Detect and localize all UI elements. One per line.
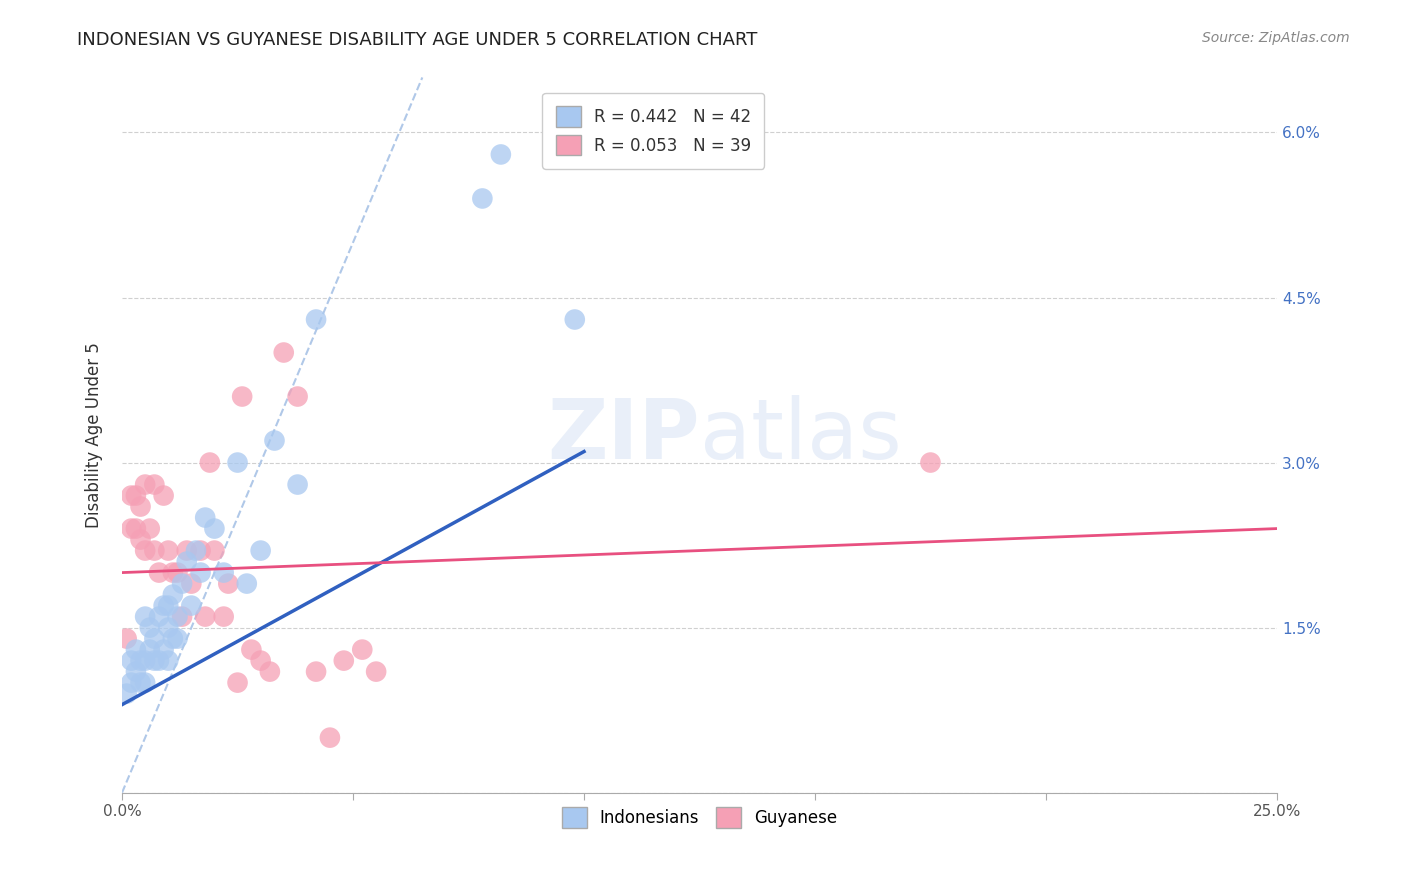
Point <box>143 632 166 646</box>
Point <box>162 588 184 602</box>
Point <box>134 543 156 558</box>
Point <box>129 654 152 668</box>
Point <box>259 665 281 679</box>
Point <box>212 609 235 624</box>
Point <box>172 609 194 624</box>
Point <box>231 390 253 404</box>
Point <box>305 312 328 326</box>
Point <box>172 576 194 591</box>
Point <box>198 456 221 470</box>
Point <box>249 543 271 558</box>
Point <box>125 489 148 503</box>
Point <box>226 456 249 470</box>
Point <box>148 566 170 580</box>
Point <box>190 566 212 580</box>
Point <box>120 675 142 690</box>
Point <box>166 609 188 624</box>
Point <box>489 147 512 161</box>
Point <box>148 609 170 624</box>
Point <box>129 675 152 690</box>
Text: ZIP: ZIP <box>547 394 700 475</box>
Point <box>120 489 142 503</box>
Point <box>352 642 374 657</box>
Point <box>139 522 162 536</box>
Point <box>157 621 180 635</box>
Point <box>166 566 188 580</box>
Point <box>249 654 271 668</box>
Point <box>115 632 138 646</box>
Point <box>134 654 156 668</box>
Point <box>134 477 156 491</box>
Legend: Indonesians, Guyanese: Indonesians, Guyanese <box>555 801 844 834</box>
Point <box>180 599 202 613</box>
Point <box>333 654 356 668</box>
Point <box>204 543 226 558</box>
Point <box>162 566 184 580</box>
Point <box>240 642 263 657</box>
Point <box>152 599 174 613</box>
Point <box>176 543 198 558</box>
Point <box>226 675 249 690</box>
Point <box>194 609 217 624</box>
Point <box>180 576 202 591</box>
Point <box>143 654 166 668</box>
Text: Source: ZipAtlas.com: Source: ZipAtlas.com <box>1202 31 1350 45</box>
Point <box>166 632 188 646</box>
Point <box>129 500 152 514</box>
Point <box>212 566 235 580</box>
Point <box>129 533 152 547</box>
Point <box>204 522 226 536</box>
Point <box>125 642 148 657</box>
Point <box>217 576 239 591</box>
Point <box>157 654 180 668</box>
Point <box>148 654 170 668</box>
Point <box>152 489 174 503</box>
Point <box>134 675 156 690</box>
Point <box>157 599 180 613</box>
Point <box>471 192 494 206</box>
Point <box>152 642 174 657</box>
Text: INDONESIAN VS GUYANESE DISABILITY AGE UNDER 5 CORRELATION CHART: INDONESIAN VS GUYANESE DISABILITY AGE UN… <box>77 31 758 49</box>
Point <box>194 510 217 524</box>
Point <box>920 456 942 470</box>
Point <box>134 609 156 624</box>
Point <box>564 312 586 326</box>
Point <box>287 477 309 491</box>
Point <box>157 543 180 558</box>
Point <box>184 543 207 558</box>
Point <box>273 345 295 359</box>
Point <box>115 687 138 701</box>
Point <box>162 632 184 646</box>
Text: atlas: atlas <box>700 394 901 475</box>
Point <box>366 665 388 679</box>
Point <box>190 543 212 558</box>
Point <box>236 576 259 591</box>
Point <box>305 665 328 679</box>
Point <box>287 390 309 404</box>
Point <box>125 665 148 679</box>
Point <box>139 642 162 657</box>
Point <box>143 477 166 491</box>
Point <box>120 522 142 536</box>
Point <box>139 621 162 635</box>
Point <box>319 731 342 745</box>
Point <box>263 434 285 448</box>
Point <box>176 555 198 569</box>
Y-axis label: Disability Age Under 5: Disability Age Under 5 <box>86 343 103 528</box>
Point <box>120 654 142 668</box>
Point <box>125 522 148 536</box>
Point <box>143 543 166 558</box>
